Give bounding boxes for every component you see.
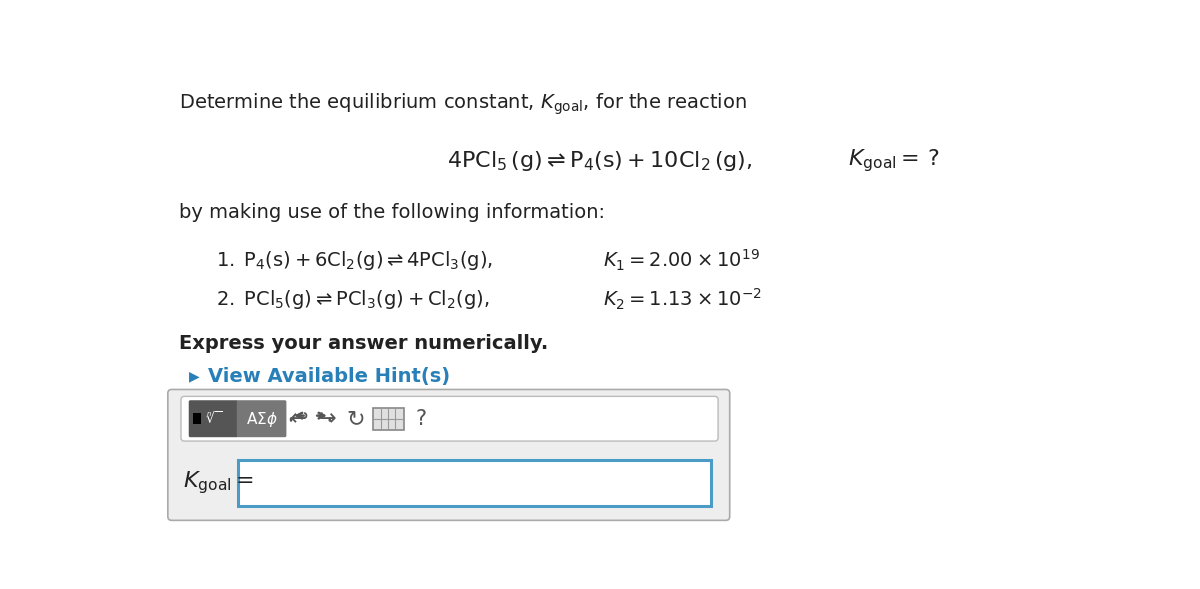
FancyBboxPatch shape [181, 396, 718, 441]
Text: by making use of the following information:: by making use of the following informati… [180, 203, 606, 222]
Text: $\sqrt[n]{\,}$: $\sqrt[n]{\,}$ [206, 411, 222, 428]
Text: $2.\; \mathrm{PCl}_5(\mathrm{g}) \rightleftharpoons \mathrm{PCl}_3(\mathrm{g}) +: $2.\; \mathrm{PCl}_5(\mathrm{g}) \rightl… [216, 288, 490, 311]
Text: $K_{\mathrm{goal}} =$: $K_{\mathrm{goal}} =$ [182, 469, 253, 496]
Text: $K_1 = 2.00 \times 10^{19}$: $K_1 = 2.00 \times 10^{19}$ [604, 249, 760, 273]
Text: $K_2 = 1.13 \times 10^{-2}$: $K_2 = 1.13 \times 10^{-2}$ [604, 287, 762, 312]
Text: $K_{\mathrm{goal}} = \,?$: $K_{\mathrm{goal}} = \,?$ [847, 147, 940, 174]
FancyBboxPatch shape [188, 401, 239, 437]
Text: ?: ? [415, 409, 427, 429]
Text: $\mathrm{A}\Sigma\phi$: $\mathrm{A}\Sigma\phi$ [246, 409, 277, 429]
FancyBboxPatch shape [236, 401, 287, 437]
Bar [239, 459, 712, 506]
Text: Determine the equilibrium constant, $K_{\mathrm{goal}}$, for the reaction: Determine the equilibrium constant, $K_{… [180, 92, 748, 117]
Text: $4\mathrm{PCl}_5\,(\mathrm{g}) \rightleftharpoons \mathrm{P}_4(\mathrm{s}) + 10\: $4\mathrm{PCl}_5\,(\mathrm{g}) \rightlef… [446, 149, 752, 173]
Text: View Available Hint(s): View Available Hint(s) [208, 367, 450, 386]
Text: ▶: ▶ [188, 369, 199, 383]
Text: $1.\; \mathrm{P}_4(\mathrm{s}) + 6\mathrm{Cl}_2(\mathrm{g}) \rightleftharpoons 4: $1.\; \mathrm{P}_4(\mathrm{s}) + 6\mathr… [216, 249, 493, 272]
Bar [373, 408, 404, 430]
Text: Express your answer numerically.: Express your answer numerically. [180, 334, 548, 353]
Bar [193, 413, 200, 424]
Text: ↪: ↪ [317, 409, 336, 429]
FancyBboxPatch shape [168, 389, 730, 520]
Text: ↩: ↩ [289, 409, 308, 429]
Text: ↻: ↻ [346, 409, 365, 429]
